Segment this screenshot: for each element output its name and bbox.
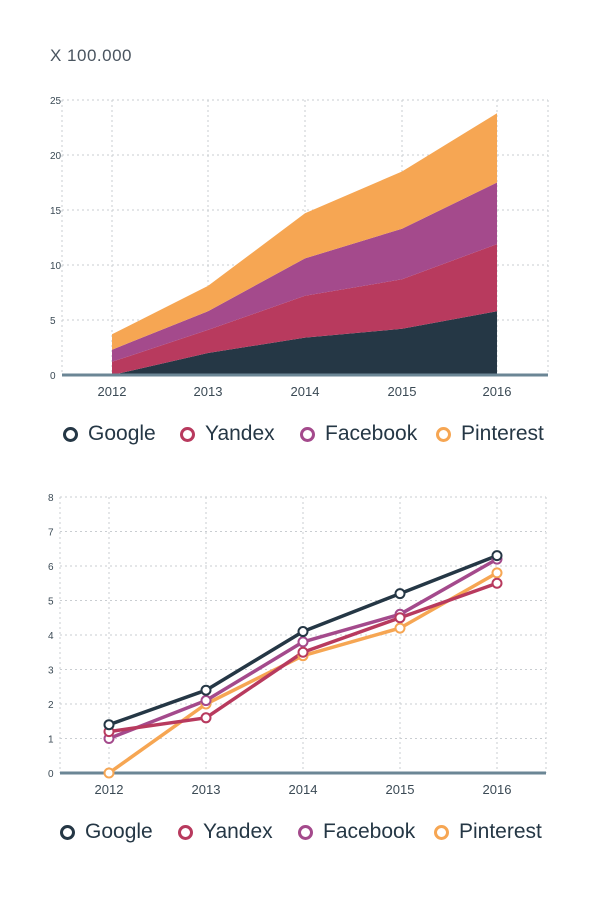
x-tick-2012: 2012 [95, 782, 124, 797]
point-google-2012 [103, 719, 115, 731]
point-facebook-2016 [491, 553, 503, 565]
legend-item-yandex: Yandex [178, 820, 273, 844]
point-facebook-2015 [394, 608, 406, 620]
legend-label-yandex: Yandex [203, 820, 273, 843]
facebook-marker-icon [298, 824, 313, 840]
legend-label-facebook: Facebook [325, 422, 418, 445]
point-google-2014 [297, 626, 309, 638]
legend-item-pinterest: Pinterest [436, 422, 544, 446]
pinterest-marker-icon [436, 426, 451, 442]
line-chart-legend: Google Yandex Facebook Pinterest [0, 820, 600, 850]
point-facebook-2013 [200, 695, 212, 707]
y-unit-label: X 100.000 [50, 46, 133, 65]
area-yandex [112, 244, 497, 375]
point-yandex-2013 [200, 712, 212, 724]
area-google [112, 311, 497, 375]
y-tick-0: 0 [48, 769, 54, 780]
y-tick-6: 6 [48, 562, 54, 573]
y-tick-1: 1 [48, 735, 54, 746]
point-yandex-2014 [297, 646, 309, 658]
legend-label-pinterest: Pinterest [461, 422, 544, 445]
yandex-marker-icon [178, 824, 193, 840]
y-tick-8: 8 [48, 493, 54, 504]
line-yandex [108, 581, 498, 734]
x-tick-2014: 2014 [291, 384, 320, 399]
y-tick-5: 5 [48, 597, 54, 608]
yandex-marker-icon [180, 426, 195, 442]
x-tick-2014: 2014 [289, 782, 318, 797]
y-tick-7: 7 [48, 528, 54, 539]
legend-label-facebook: Facebook [323, 820, 416, 843]
y-tick-5: 5 [50, 316, 56, 327]
point-yandex-2012 [103, 726, 115, 738]
x-tick-2015: 2015 [386, 782, 415, 797]
google-marker-icon [63, 426, 78, 442]
area-chart-legend: Google Yandex Facebook Pinterest [0, 422, 600, 452]
x-tick-2013: 2013 [192, 782, 221, 797]
legend-label-google: Google [85, 820, 153, 843]
google-marker-icon [60, 824, 75, 840]
point-pinterest-2013 [200, 698, 212, 710]
area-facebook [112, 182, 497, 362]
legend-label-pinterest: Pinterest [459, 820, 542, 843]
y-tick-20: 20 [50, 151, 62, 162]
legend-item-facebook: Facebook [300, 422, 417, 446]
line-google [108, 554, 498, 727]
y-tick-2: 2 [48, 700, 54, 711]
line-facebook [108, 557, 498, 741]
line-pinterest [107, 571, 498, 775]
point-facebook-2012 [103, 733, 115, 744]
legend-item-google: Google [63, 422, 156, 446]
point-google-2015 [394, 588, 406, 600]
point-pinterest-2012 [103, 767, 115, 779]
point-yandex-2015 [394, 612, 406, 624]
legend-label-google: Google [88, 422, 156, 445]
y-tick-25: 25 [50, 96, 62, 107]
point-google-2013 [200, 684, 212, 696]
y-tick-15: 15 [50, 206, 62, 217]
point-pinterest-2014 [297, 650, 309, 662]
pinterest-marker-icon [434, 824, 449, 840]
stacked-area-chart: 0 5 10 15 20 25 2012 2013 2014 2015 2016 [50, 96, 549, 399]
x-tick-2016: 2016 [483, 384, 512, 399]
area-pinterest [112, 113, 497, 350]
legend-item-yandex: Yandex [180, 422, 275, 446]
legend-item-google: Google [60, 820, 153, 844]
legend-label-yandex: Yandex [205, 422, 275, 445]
legend-item-pinterest: Pinterest [434, 820, 542, 844]
y-tick-4: 4 [48, 631, 54, 642]
point-yandex-2016 [491, 577, 503, 589]
point-facebook-2014 [297, 636, 309, 648]
x-tick-2013: 2013 [194, 384, 223, 399]
point-pinterest-2016 [491, 567, 503, 579]
facebook-marker-icon [300, 426, 315, 442]
x-tick-2012: 2012 [98, 384, 127, 399]
point-google-2016 [491, 550, 503, 562]
x-tick-2016: 2016 [483, 782, 512, 797]
point-pinterest-2015 [394, 622, 406, 634]
y-tick-10: 10 [50, 261, 62, 272]
legend-item-facebook: Facebook [298, 820, 415, 844]
y-tick-3: 3 [48, 666, 54, 677]
x-tick-2015: 2015 [388, 384, 417, 399]
y-tick-0: 0 [50, 371, 56, 382]
